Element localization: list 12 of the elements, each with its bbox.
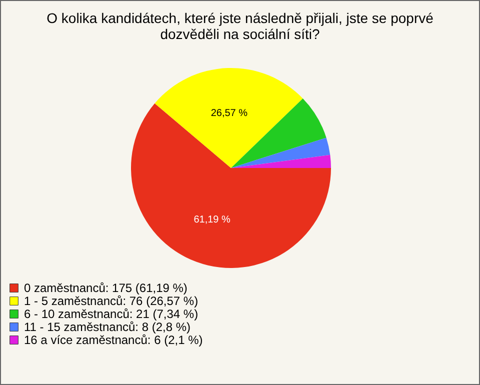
data-label: 26,57 % [210, 108, 248, 120]
pie-slice [154, 68, 303, 168]
legend-label: 6 - 10 zaměstnanců: 21 (7,34 %) [24, 307, 198, 321]
pie-slice [231, 138, 330, 168]
legend-label: 0 zaměstnanců: 175 (61,19 %) [24, 281, 188, 295]
legend-label: 1 - 5 zaměstnanců: 76 (26,57 %) [24, 294, 198, 308]
legend-label: 16 a více zaměstnanců: 6 (2,1 %) [24, 333, 203, 347]
pie-slice [131, 103, 331, 268]
chart-title: O kolika kandidátech, které jste následně přijali, jste se poprvé dozvěděli na sociální síti? [46, 10, 434, 42]
legend-label: 11 - 15 zaměstnanců: 8 (2,8 %) [24, 320, 191, 334]
data-label: 61,19 % [194, 214, 231, 226]
pie-slice [231, 154, 331, 168]
